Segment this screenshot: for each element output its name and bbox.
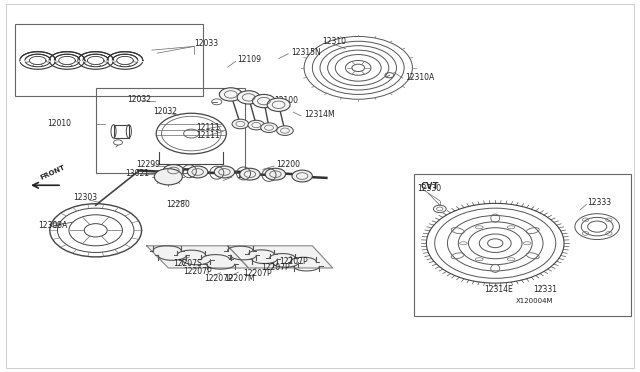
Text: 12111: 12111 bbox=[196, 123, 220, 132]
Circle shape bbox=[220, 88, 243, 101]
Text: 12280: 12280 bbox=[166, 200, 189, 209]
Circle shape bbox=[154, 169, 182, 185]
Circle shape bbox=[163, 164, 184, 176]
Text: CVT: CVT bbox=[420, 182, 439, 191]
Text: 12299: 12299 bbox=[136, 160, 161, 169]
Text: 12010: 12010 bbox=[47, 119, 71, 128]
Circle shape bbox=[214, 166, 235, 178]
Text: 12281: 12281 bbox=[236, 171, 260, 180]
Text: 12331: 12331 bbox=[534, 285, 557, 294]
Bar bbox=[414, 174, 631, 316]
Text: X120004M: X120004M bbox=[516, 298, 554, 304]
Text: 12310: 12310 bbox=[322, 37, 346, 46]
Text: 13021: 13021 bbox=[125, 169, 150, 177]
Text: 12207P: 12207P bbox=[204, 274, 233, 283]
Text: 12109: 12109 bbox=[237, 55, 261, 64]
Text: 12303: 12303 bbox=[73, 193, 97, 202]
Text: 12032: 12032 bbox=[153, 107, 177, 116]
Text: 12200: 12200 bbox=[276, 160, 301, 169]
Text: 12207P: 12207P bbox=[261, 263, 290, 272]
Text: 12314E: 12314E bbox=[484, 285, 513, 294]
Text: 12207P: 12207P bbox=[183, 267, 212, 276]
Bar bbox=[15, 23, 204, 96]
Circle shape bbox=[292, 170, 312, 182]
Text: 12315N: 12315N bbox=[291, 48, 321, 57]
Circle shape bbox=[260, 123, 277, 132]
Text: 12207P: 12207P bbox=[244, 269, 272, 278]
Circle shape bbox=[188, 166, 208, 178]
Circle shape bbox=[232, 119, 248, 129]
Circle shape bbox=[267, 98, 290, 112]
Polygon shape bbox=[147, 246, 248, 268]
Text: 12111: 12111 bbox=[196, 131, 220, 140]
Circle shape bbox=[276, 126, 293, 135]
Text: 12033: 12033 bbox=[194, 39, 218, 48]
Text: FRONT: FRONT bbox=[40, 164, 67, 180]
Circle shape bbox=[237, 91, 260, 104]
Text: 12207M: 12207M bbox=[225, 274, 255, 283]
Text: 12333: 12333 bbox=[588, 198, 612, 207]
Text: 12303A: 12303A bbox=[38, 221, 68, 230]
Text: 12330: 12330 bbox=[417, 185, 441, 193]
Text: 12207S: 12207S bbox=[173, 259, 202, 268]
Bar bbox=[96, 88, 246, 173]
Polygon shape bbox=[228, 246, 333, 268]
Text: 12314M: 12314M bbox=[304, 110, 335, 119]
Circle shape bbox=[240, 168, 260, 180]
Circle shape bbox=[252, 94, 275, 108]
Circle shape bbox=[265, 168, 285, 180]
Text: 12032: 12032 bbox=[127, 95, 152, 104]
Text: 12310A: 12310A bbox=[405, 73, 435, 81]
Circle shape bbox=[248, 120, 264, 130]
Text: 12100: 12100 bbox=[274, 96, 298, 105]
Text: 12207P: 12207P bbox=[279, 257, 308, 266]
